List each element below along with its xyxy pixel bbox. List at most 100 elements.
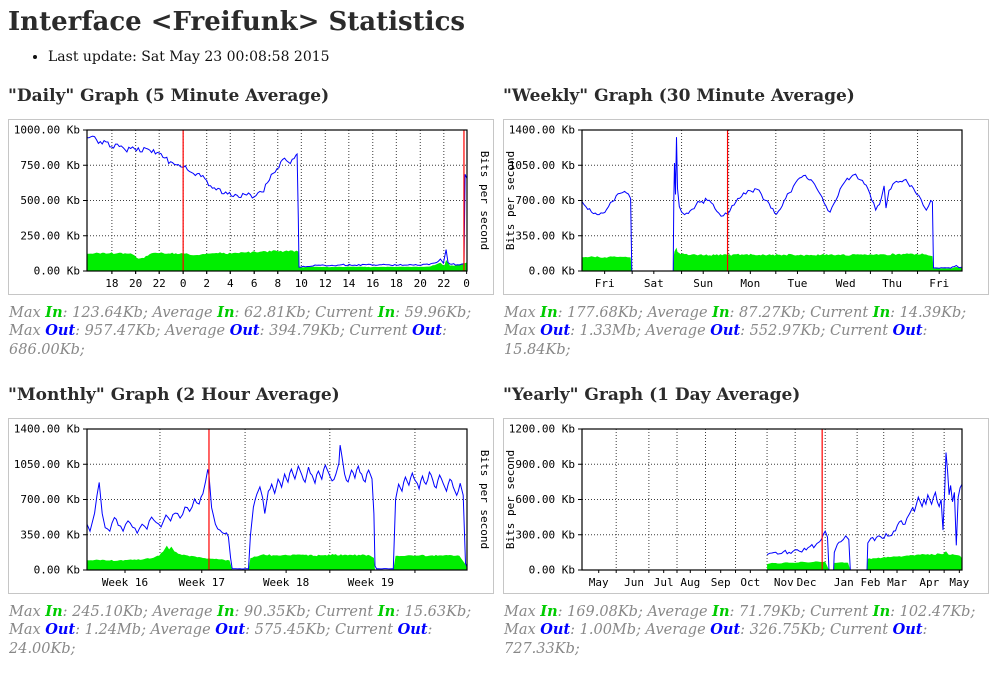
direction-out-label: Out	[229, 322, 260, 340]
stats-row-in: Max In: 123.64Kb; Average In: 62.81Kb; C…	[9, 303, 472, 321]
y-tick-label: 600.00 Kb	[515, 493, 575, 506]
x-tick-label: 14	[342, 277, 356, 290]
direction-out-label: Out	[412, 322, 442, 340]
stats-row-in: Max In: 245.10Kb; Average In: 90.35Kb; C…	[9, 602, 472, 620]
y-tick-label: 350.00 Kb	[20, 528, 80, 541]
x-tick-label: Feb	[860, 576, 880, 589]
x-tick-label: 10	[295, 277, 308, 290]
direction-in-label: In	[540, 303, 558, 321]
page-title: Interface <Freifunk> Statistics	[8, 7, 466, 37]
x-tick-label: Sat	[644, 277, 664, 290]
x-tick-label: 2	[203, 277, 210, 290]
x-tick-label: 8	[274, 277, 281, 290]
y-tick-label: 500.00 Kb	[20, 194, 80, 207]
y-tick-label: 0.00 Kb	[529, 563, 575, 576]
y-tick-label: 0.00 Kb	[34, 264, 80, 277]
direction-in-label: In	[872, 602, 891, 620]
monthly-heading: "Monthly" Graph (2 Hour Average)	[8, 384, 340, 405]
out-traffic-line	[766, 451, 963, 571]
x-tick-label: 16	[366, 277, 379, 290]
in-traffic-area	[767, 550, 962, 570]
stats-row-in: Max In: 177.68Kb; Average In: 87.27Kb; C…	[504, 303, 967, 321]
y-tick-label: 1050.00 Kb	[509, 159, 575, 172]
y-tick-label: 700.00 Kb	[515, 194, 575, 207]
out-traffic-line	[86, 444, 468, 570]
x-tick-label: Fri	[929, 277, 949, 290]
x-tick-label: Nov	[774, 576, 794, 589]
in-traffic-area	[87, 250, 467, 271]
x-tick-label: Week 17	[179, 576, 225, 589]
graphs-grid: "Daily" Graph (5 Minute Average) 1000.00…	[8, 65, 990, 662]
direction-out-label: Out	[540, 322, 571, 340]
y-axis-title: Bits per second	[504, 151, 517, 250]
direction-in-label: In	[872, 303, 891, 321]
direction-out-label: Out	[45, 322, 76, 340]
y-axis-title: Bits per second	[478, 449, 491, 548]
x-tick-label: Fri	[595, 277, 615, 290]
x-tick-label: 12	[319, 277, 332, 290]
x-tick-label: 20	[414, 277, 427, 290]
direction-in-label: In	[45, 303, 63, 321]
x-tick-label: 0	[180, 277, 187, 290]
y-tick-label: 1400.00 Kb	[14, 422, 80, 435]
graph-section-monthly: "Monthly" Graph (2 Hour Average) 1400.00…	[8, 364, 503, 663]
direction-in-label: In	[45, 602, 63, 620]
x-tick-label: Sep	[711, 576, 731, 589]
direction-in-label: In	[377, 303, 396, 321]
x-tick-label: Week 19	[348, 576, 394, 589]
direction-out-label: Out	[892, 621, 923, 639]
y-tick-label: 1200.00 Kb	[509, 422, 575, 435]
direction-out-label: Out	[710, 621, 741, 639]
x-tick-label: 22	[437, 277, 450, 290]
weekly-graph: 1400.00 Kb 1050.00 Kb 700.00 Kb 350.00 Kb 0.…	[503, 118, 989, 295]
x-tick-label: Dec	[797, 576, 817, 589]
direction-in-label: In	[540, 602, 558, 620]
direction-in-label: In	[217, 303, 235, 321]
y-tick-label: 1000.00 Kb	[14, 123, 80, 136]
weekly-graph-image: 1400.00 Kb 1050.00 Kb 700.00 Kb 350.00 Kb 0.…	[503, 118, 989, 295]
y-tick-label: 0.00 Kb	[529, 264, 575, 277]
y-tick-label: 1050.00 Kb	[14, 457, 80, 470]
x-tick-label: 20	[129, 277, 142, 290]
direction-out-label: Out	[710, 322, 741, 340]
x-tick-label: Week 16	[102, 576, 148, 589]
weekly-heading: "Weekly" Graph (30 Minute Average)	[503, 85, 855, 106]
x-tick-label: Aug	[680, 576, 700, 589]
x-tick-label: Tue	[788, 277, 808, 290]
x-tick-label: 4	[227, 277, 234, 290]
daily-stats: Max In: 123.64Kb; Average In: 62.81Kb; C…	[9, 304, 503, 360]
direction-out-label: Out	[892, 322, 923, 340]
daily-heading: "Daily" Graph (5 Minute Average)	[8, 85, 330, 106]
in-traffic-area	[87, 545, 467, 570]
y-tick-label: 750.00 Kb	[20, 159, 80, 172]
x-tick-label: May	[949, 576, 969, 589]
graph-section-daily: "Daily" Graph (5 Minute Average) 1000.00…	[8, 65, 503, 364]
direction-in-label: In	[377, 602, 396, 620]
x-tick-label: Oct	[740, 576, 760, 589]
direction-out-label: Out	[540, 621, 571, 639]
monthly-stats: Max In: 245.10Kb; Average In: 90.35Kb; C…	[9, 603, 503, 659]
x-tick-label: Apr	[919, 576, 939, 589]
direction-in-label: In	[712, 303, 730, 321]
update-list: Last update: Sat May 23 00:08:58 2015	[8, 49, 990, 65]
x-tick-label: 0	[463, 277, 470, 290]
weekly-stats: Max In: 177.68Kb; Average In: 87.27Kb; C…	[504, 304, 990, 360]
x-tick-label: 18	[390, 277, 403, 290]
y-tick-label: 900.00 Kb	[515, 457, 575, 470]
x-tick-label: 18	[105, 277, 118, 290]
direction-in-label: In	[712, 602, 730, 620]
y-axis-title: Bits per second	[504, 449, 517, 548]
y-tick-label: 1400.00 Kb	[509, 123, 575, 136]
direction-out-label: Out	[45, 621, 76, 639]
stats-row-out: Max Out: 957.47Kb; Average Out: 394.79Kb…	[9, 322, 447, 358]
x-tick-label: 22	[153, 277, 166, 290]
x-tick-label: May	[589, 576, 609, 589]
x-tick-label: Jun	[624, 576, 644, 589]
yearly-graph-image: 1200.00 Kb 900.00 Kb 600.00 Kb 300.00 Kb 0.0…	[503, 417, 989, 594]
daily-graph-image: 1000.00 Kb 750.00 Kb 500.00 Kb 250.00 Kb 0.0…	[8, 118, 494, 295]
x-tick-label: Sun	[693, 277, 713, 290]
stats-row-out: Max Out: 1.24Mb; Average Out: 575.45Kb; …	[9, 621, 433, 657]
y-tick-label: 350.00 Kb	[515, 229, 575, 242]
stats-row-out: Max Out: 1.33Mb; Average Out: 552.97Kb; …	[504, 322, 928, 358]
